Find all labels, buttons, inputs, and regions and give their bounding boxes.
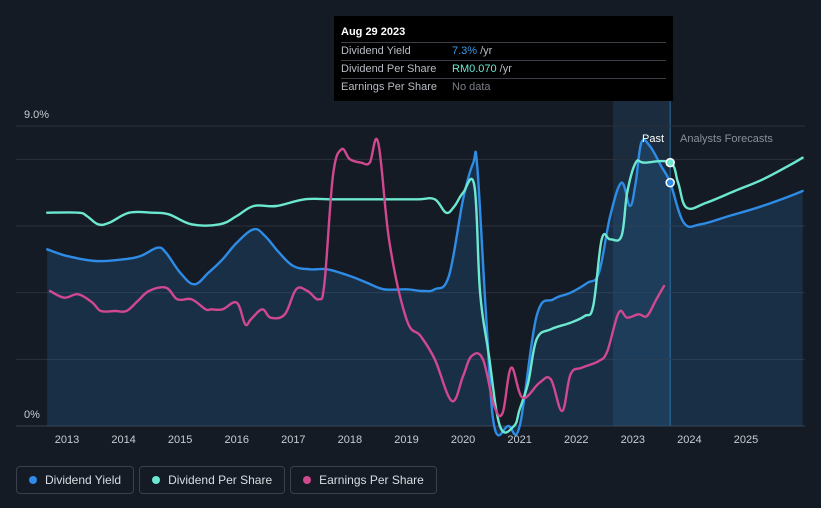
legend-dot-icon <box>152 476 161 484</box>
x-tick-label: 2022 <box>564 434 588 446</box>
dividend-yield-value: 7.3% <box>452 45 478 57</box>
dividend-yield-marker <box>665 177 675 188</box>
x-tick-label: 2024 <box>677 434 701 446</box>
series-lines <box>46 138 804 437</box>
x-tick-label: 2019 <box>394 434 418 446</box>
tooltip-value: No data <box>452 79 494 96</box>
x-tick-label: 2013 <box>55 434 79 446</box>
earnings-per-share-line <box>48 138 666 418</box>
legend-earnings-per-share[interactable]: Earnings Per Share <box>290 466 437 494</box>
legend-label: Dividend Per Share <box>168 473 273 487</box>
y-top-label: 9.0% <box>24 109 49 121</box>
y-bottom-label: 0% <box>24 409 40 421</box>
legend-dividend-per-share[interactable]: Dividend Per Share <box>139 466 286 494</box>
dividend-yield-line <box>46 138 804 437</box>
tooltip-row-earnings-per-share: Earnings Per Share No data <box>341 78 666 96</box>
unit: /yr <box>499 63 512 75</box>
dividend-yield-area <box>47 139 803 436</box>
tooltip-label: Dividend Per Share <box>341 63 437 75</box>
unit: /yr <box>480 45 493 57</box>
x-axis-ticks: 2013 2014 2015 2016 2017 2018 2019 2020 2021 2022… <box>55 434 758 446</box>
tooltip-date: Aug 29 2023 <box>341 26 406 38</box>
past-region <box>613 100 671 426</box>
series-fills <box>47 139 803 436</box>
x-tick-label: 2020 <box>451 434 475 446</box>
legend-dividend-yield[interactable]: Dividend Yield <box>16 466 135 494</box>
tooltip-value: RM0.070/yr <box>452 61 512 78</box>
x-tick-label: 2021 <box>507 434 531 446</box>
forecast-label: Analysts Forecasts <box>680 133 773 145</box>
tooltip-label: Dividend Yield <box>341 45 411 57</box>
legend-dot-icon <box>303 476 312 484</box>
x-tick-label: 2015 <box>168 434 192 446</box>
legend: Dividend Yield Dividend Per Share Earnin… <box>16 466 437 494</box>
series-markers <box>665 157 675 188</box>
dividend-per-share-value: RM0.070 <box>452 63 497 75</box>
dividend-per-share-marker <box>665 157 675 168</box>
tooltip-value: 7.3%/yr <box>452 43 492 60</box>
dividend-per-share-line <box>46 156 804 434</box>
x-tick-label: 2023 <box>621 434 645 446</box>
x-tick-label: 2016 <box>225 434 249 446</box>
past-label: Past <box>642 133 664 145</box>
tooltip-row-dividend-yield: Dividend Yield 7.3%/yr <box>341 42 666 60</box>
x-tick-label: 2018 <box>338 434 362 446</box>
tooltip-label: Earnings Per Share <box>341 81 437 93</box>
legend-label: Dividend Yield <box>45 473 122 487</box>
x-tick-label: 2014 <box>111 434 135 446</box>
x-tick-label: 2017 <box>281 434 305 446</box>
tooltip: Aug 29 2023 Dividend Yield 7.3%/yr Divid… <box>334 16 673 101</box>
earnings-per-share-value: No data <box>452 81 491 93</box>
legend-label: Earnings Per Share <box>319 473 424 487</box>
tooltip-row-dividend-per-share: Dividend Per Share RM0.070/yr <box>341 60 666 78</box>
x-tick-label: 2025 <box>734 434 758 446</box>
legend-dot-icon <box>29 476 37 484</box>
